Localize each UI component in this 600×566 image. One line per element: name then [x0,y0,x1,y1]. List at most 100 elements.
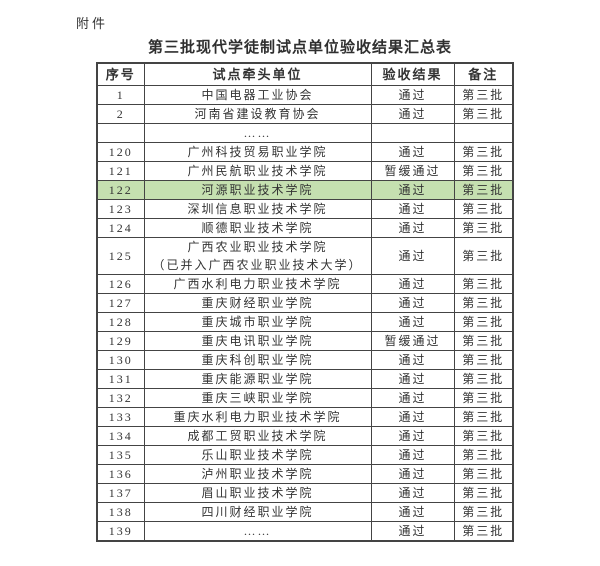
results-table: 序号 试点牵头单位 验收结果 备注 1 中国电器工业协会 通过 第三批 2 河南省建设教… [96,62,514,542]
cell-unit: 四川财经职业学院 [143,502,372,522]
table-row-ellipsis: 139…… 通过 第三批 [96,521,514,542]
cell-unit: 重庆财经职业学院 [143,293,372,313]
cell-result: 通过 [370,483,455,503]
table-row: 138 四川财经职业学院 通过 第三批 [96,502,514,522]
cell-unit: 泸州职业技术学院 [143,464,372,484]
cell-seq: 122 [96,180,145,200]
cell-result: 通过 [370,237,455,275]
cell-remark: 第三批 [453,331,514,351]
cell-seq: 125 [96,237,145,275]
table-header-row: 序号 试点牵头单位 验收结果 备注 [96,62,514,86]
cell-remark: 第三批 [453,104,514,124]
cell-remark: 第三批 [453,237,514,275]
table-row: 2 河南省建设教育协会 通过 第三批 [96,104,514,124]
cell-unit: 乐山职业技术学院 [143,445,372,465]
cell-unit: 广西水利电力职业技术学院 [143,274,372,294]
cell-seq: 120 [96,142,145,162]
col-header-unit: 试点牵头单位 [143,62,372,86]
cell-seq: 132 [96,388,145,408]
cell-unit: 重庆水利电力职业技术学院 [143,407,372,427]
unit-name-line2: （已并入广西农业职业技术大学） [152,258,363,272]
cell-remark: 第三批 [453,502,514,522]
cell-unit: 广西农业职业技术学院 （已并入广西农业职业技术大学） [143,237,372,275]
cell-unit: 河南省建设教育协会 [143,104,372,124]
table-row: 131 重庆能源职业学院 通过 第三批 [96,369,514,389]
cell-remark: 第三批 [453,161,514,181]
cell-result: 暂缓通过 [370,161,455,181]
cell-seq: 121 [96,161,145,181]
cell-result: 通过 [370,426,455,446]
cell-remark: 第三批 [453,142,514,162]
table-row: 121 广州民航职业技术学院 暂缓通过 第三批 [96,161,514,181]
cell-seq: 131 [96,369,145,389]
cell-remark [453,123,514,143]
table-row-ellipsis: …… [96,123,514,143]
cell-remark: 第三批 [453,445,514,465]
table-row: 124 顺德职业技术学院 通过 第三批 [96,218,514,238]
cell-seq: 127 [96,293,145,313]
col-header-result: 验收结果 [370,62,455,86]
cell-remark: 第三批 [453,369,514,389]
cell-unit: 深圳信息职业技术学院 [143,199,372,219]
cell-result: 通过 [370,521,455,542]
cell-remark: 第三批 [453,293,514,313]
cell-result: 通过 [370,502,455,522]
cell-result: 通过 [370,350,455,370]
cell-seq: 126 [96,274,145,294]
cell-remark: 第三批 [453,180,514,200]
cell-seq: 1 [96,85,145,105]
table-row: 137 眉山职业技术学院 通过 第三批 [96,483,514,503]
attachment-label: 附件 [76,16,109,31]
cell-seq: 123 [96,199,145,219]
cell-unit: 重庆能源职业学院 [143,369,372,389]
cell-seq: 133 [96,407,145,427]
cell-unit: …… [143,123,372,143]
cell-unit: 重庆电讯职业学院 [143,331,372,351]
cell-result: 通过 [370,199,455,219]
table-row: 126 广西水利电力职业技术学院 通过 第三批 [96,274,514,294]
cell-unit: 成都工贸职业技术学院 [143,426,372,446]
cell-unit: 重庆三峡职业学院 [143,388,372,408]
cell-remark: 第三批 [453,388,514,408]
col-header-seq: 序号 [96,62,145,86]
table-row: 136 泸州职业技术学院 通过 第三批 [96,464,514,484]
cell-result: 通过 [370,142,455,162]
cell-unit: 顺德职业技术学院 [143,218,372,238]
cell-seq: 134 [96,426,145,446]
cell-result: 通过 [370,104,455,124]
table-row: 128 重庆城市职业学院 通过 第三批 [96,312,514,332]
cell-unit: …… [143,521,372,542]
cell-result: 通过 [370,445,455,465]
cell-unit: 重庆科创职业学院 [143,350,372,370]
cell-unit: 重庆城市职业学院 [143,312,372,332]
cell-unit: 中国电器工业协会 [143,85,372,105]
table-row: 134 成都工贸职业技术学院 通过 第三批 [96,426,514,446]
table-row: 1 中国电器工业协会 通过 第三批 [96,85,514,105]
cell-seq: 2 [96,104,145,124]
cell-remark: 第三批 [453,407,514,427]
cell-unit: 广州科技贸易职业学院 [143,142,372,162]
cell-result: 通过 [370,293,455,313]
table-row: 135 乐山职业技术学院 通过 第三批 [96,445,514,465]
cell-seq: 124 [96,218,145,238]
cell-result: 通过 [370,85,455,105]
cell-unit: 河源职业技术学院 [143,180,372,200]
cell-remark: 第三批 [453,521,514,542]
cell-result [370,123,455,143]
table-row: 127 重庆财经职业学院 通过 第三批 [96,293,514,313]
cell-seq: 137 [96,483,145,503]
cell-seq: 138 [96,502,145,522]
cell-result: 通过 [370,464,455,484]
cell-remark: 第三批 [453,426,514,446]
cell-remark: 第三批 [453,199,514,219]
table-row: 132 重庆三峡职业学院 通过 第三批 [96,388,514,408]
cell-seq: 130 [96,350,145,370]
cell-unit: 眉山职业技术学院 [143,483,372,503]
cell-seq: 139 [96,521,145,542]
col-header-remark: 备注 [453,62,514,86]
cell-remark: 第三批 [453,218,514,238]
cell-remark: 第三批 [453,274,514,294]
table-row: 133 重庆水利电力职业技术学院 通过 第三批 [96,407,514,427]
cell-seq: 128 [96,312,145,332]
cell-seq: 136 [96,464,145,484]
